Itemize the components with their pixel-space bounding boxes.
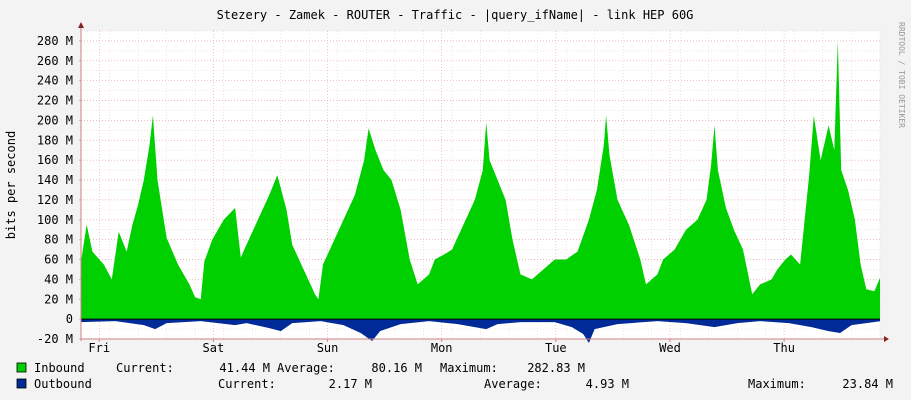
- y-tick-label: 280 M: [37, 34, 73, 48]
- y-tick-label: 0: [66, 312, 73, 326]
- legend-inbound-average-label: Average:: [277, 361, 335, 375]
- legend-inbound-maximum-value: 282.83 M: [527, 361, 585, 375]
- series-inbound-area: [81, 40, 880, 320]
- x-tick-label: Sun: [317, 341, 339, 355]
- legend-outbound-current-label: Current:: [218, 377, 276, 391]
- y-tick-label: 140 M: [37, 173, 73, 187]
- y-tick-label: 180 M: [37, 133, 73, 147]
- legend-inbound-current-value: 41.44 M: [219, 361, 270, 375]
- y-tick-label: 260 M: [37, 54, 73, 68]
- y-axis-label: bits per second: [4, 131, 18, 239]
- legend-inbound-maximum-label: Maximum:: [440, 361, 498, 375]
- y-tick-label: 220 M: [37, 94, 73, 108]
- legend: Inbound Current: 41.44 M Average: 80.16 M Max…: [16, 361, 893, 391]
- x-tick-label: Thu: [773, 341, 795, 355]
- series-layer: [81, 40, 880, 343]
- y-tick-label: 240 M: [37, 74, 73, 88]
- legend-swatch-inbound: [16, 362, 27, 373]
- legend-outbound-maximum-label: Maximum:: [748, 377, 806, 391]
- legend-outbound-maximum-value: 23.84 M: [842, 377, 893, 391]
- axes: [78, 22, 889, 342]
- chart-title: Stezery - Zamek - ROUTER - Traffic - |qu…: [217, 8, 694, 22]
- x-tick-label: Fri: [88, 341, 110, 355]
- x-tick-labels: Fri Sat Sun Mon Tue Wed Thu: [88, 341, 795, 355]
- y-tick-labels: -20 M 0 20 M 40 M 60 M 80 M 100 M 120 M 140 M 160…: [37, 34, 73, 346]
- y-tick-label: 100 M: [37, 213, 73, 227]
- y-tick-label: 40 M: [44, 272, 73, 286]
- y-tick-label: 160 M: [37, 153, 73, 167]
- y-tick-label: 20 M: [44, 292, 73, 306]
- legend-name-outbound: Outbound: [34, 377, 92, 391]
- y-tick-label: -20 M: [37, 332, 73, 346]
- legend-outbound-average-label: Average:: [484, 377, 542, 391]
- rrdtool-watermark: RRDTOOL / TOBI OETIKER: [897, 22, 906, 128]
- x-tick-label: Sat: [203, 341, 225, 355]
- series-outbound-area: [81, 319, 880, 343]
- x-tick-label: Tue: [545, 341, 567, 355]
- legend-name-inbound: Inbound: [34, 361, 85, 375]
- y-tick-label: 80 M: [44, 233, 73, 247]
- y-axis-arrow: [78, 22, 84, 28]
- x-axis-arrow: [884, 336, 889, 342]
- y-tick-label: 120 M: [37, 193, 73, 207]
- legend-swatch-outbound: [16, 378, 27, 389]
- y-tick-label: 200 M: [37, 113, 73, 127]
- legend-outbound-current-value: 2.17 M: [329, 377, 372, 391]
- x-tick-label: Mon: [431, 341, 453, 355]
- y-tick-label: 60 M: [44, 253, 73, 267]
- legend-inbound-average-value: 80.16 M: [371, 361, 422, 375]
- x-tick-label: Wed: [659, 341, 681, 355]
- legend-inbound-current-label: Current:: [116, 361, 174, 375]
- legend-outbound-average-value: 4.93 M: [586, 377, 629, 391]
